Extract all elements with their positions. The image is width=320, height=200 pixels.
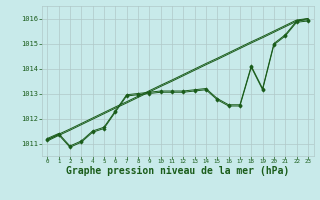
X-axis label: Graphe pression niveau de la mer (hPa): Graphe pression niveau de la mer (hPa) (66, 166, 289, 176)
